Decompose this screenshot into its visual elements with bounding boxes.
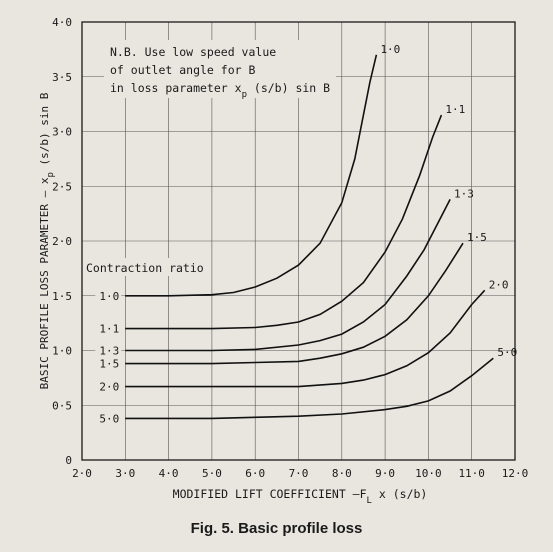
legend-title: Contraction ratio: [86, 261, 204, 275]
y-axis-title: BASIC PROFILE LOSS PARAMETER — xp (s/b) …: [38, 92, 56, 389]
x-tick-label: 3·0: [115, 467, 135, 480]
series-left-label: 5·0: [99, 412, 119, 425]
x-tick-label: 10·0: [415, 467, 442, 480]
series-line: [125, 242, 464, 365]
plot-frame: [81, 21, 516, 461]
series-left-label: 1·3: [99, 345, 119, 358]
series-end-label: 1·5: [467, 231, 487, 244]
y-tick-label: 0·5: [52, 399, 72, 412]
note-line: of outlet angle for B: [110, 63, 255, 77]
x-tick-label: 2·0: [72, 467, 92, 480]
x-tick-label: 12·0: [502, 467, 529, 480]
series-line: [125, 199, 451, 352]
series-line: [125, 54, 378, 297]
x-axis-title: MODIFIED LIFT COEFFICIENT —FL x (s/b): [173, 487, 428, 506]
series-left-label-background: [95, 378, 122, 394]
series-end-label: 1·3: [454, 187, 474, 200]
series-line: [125, 114, 443, 330]
series-line: [125, 289, 486, 388]
y-tick-label: 1·5: [52, 290, 72, 303]
x-tick-label: 9·0: [375, 467, 395, 480]
series-line: [125, 357, 494, 420]
x-tick-label: 6·0: [245, 467, 265, 480]
x-tick-label: 11·0: [458, 467, 485, 480]
y-tick-label: 0: [65, 454, 72, 467]
x-tick-label: 8·0: [332, 467, 352, 480]
series-left-label-background: [95, 287, 122, 303]
series-left-label-background: [95, 342, 122, 358]
y-tick-label: 3·5: [52, 71, 72, 84]
series-end-label: 1·0: [380, 43, 400, 56]
series-left-label-background: [95, 355, 122, 371]
y-tick-label: 2·0: [52, 235, 72, 248]
y-tick-label: 4·0: [52, 16, 72, 29]
legend-title-background: [84, 258, 204, 276]
series-left-label-background: [95, 320, 122, 336]
note-background: [104, 40, 336, 98]
series-end-label: 2·0: [489, 278, 509, 291]
series-left-label: 2·0: [99, 381, 119, 394]
note-line: N.B. Use low speed value: [110, 45, 276, 59]
note-line: in loss parameter xp (s/b) sin B: [110, 81, 330, 100]
x-tick-label: 5·0: [202, 467, 222, 480]
y-tick-label: 1·0: [52, 345, 72, 358]
series-left-label-background: [95, 410, 122, 426]
y-tick-label: 3·0: [52, 126, 72, 139]
series-end-label: 5·0: [497, 346, 517, 359]
x-tick-label: 4·0: [159, 467, 179, 480]
series-left-label: 1·0: [99, 290, 119, 303]
figure-caption: Fig. 5. Basic profile loss: [190, 520, 363, 537]
x-tick-label: 7·0: [289, 467, 309, 480]
y-tick-label: 2·5: [52, 180, 72, 193]
series-end-label: 1·1: [445, 103, 465, 116]
series-left-label: 1·1: [99, 323, 119, 336]
series-left-label: 1·5: [99, 358, 119, 371]
